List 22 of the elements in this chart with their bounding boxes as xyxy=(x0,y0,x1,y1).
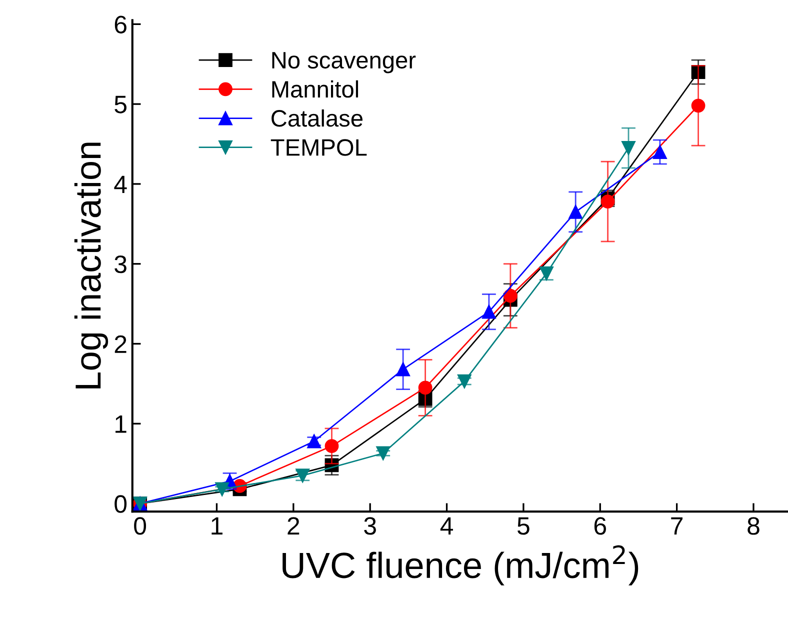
legend-label: TEMPOL xyxy=(270,139,367,156)
y-tick-label: 6 xyxy=(114,16,126,34)
x-tick-label: 6 xyxy=(594,517,606,535)
y-tick-label: 3 xyxy=(114,255,126,274)
x-tick-label: 3 xyxy=(364,517,376,535)
y-tick-label: 4 xyxy=(114,176,127,194)
x-tick-label: 8 xyxy=(748,517,760,535)
x-tick-label: 5 xyxy=(518,517,530,535)
y-tick-label: 0 xyxy=(114,495,127,513)
x-tick-label: 2 xyxy=(288,517,300,535)
y-axis-title: Log inactivation xyxy=(74,142,108,388)
legend-label: Mannitol xyxy=(272,80,358,98)
y-tick-label: 1 xyxy=(116,416,126,433)
x-tick-label: 4 xyxy=(440,517,453,535)
legend-label: Catalase xyxy=(272,109,362,127)
x-tick-label: 0 xyxy=(134,517,146,535)
legend-label: No scavenger xyxy=(272,52,416,74)
y-tick-label: 5 xyxy=(114,96,126,114)
x-axis-title: UVC fluence (mJ/cm$^{2}$) xyxy=(282,545,638,586)
x-tick-label: 1 xyxy=(212,517,222,535)
x-tick-label: 7 xyxy=(671,517,683,535)
y-tick-label: 2 xyxy=(114,335,126,353)
